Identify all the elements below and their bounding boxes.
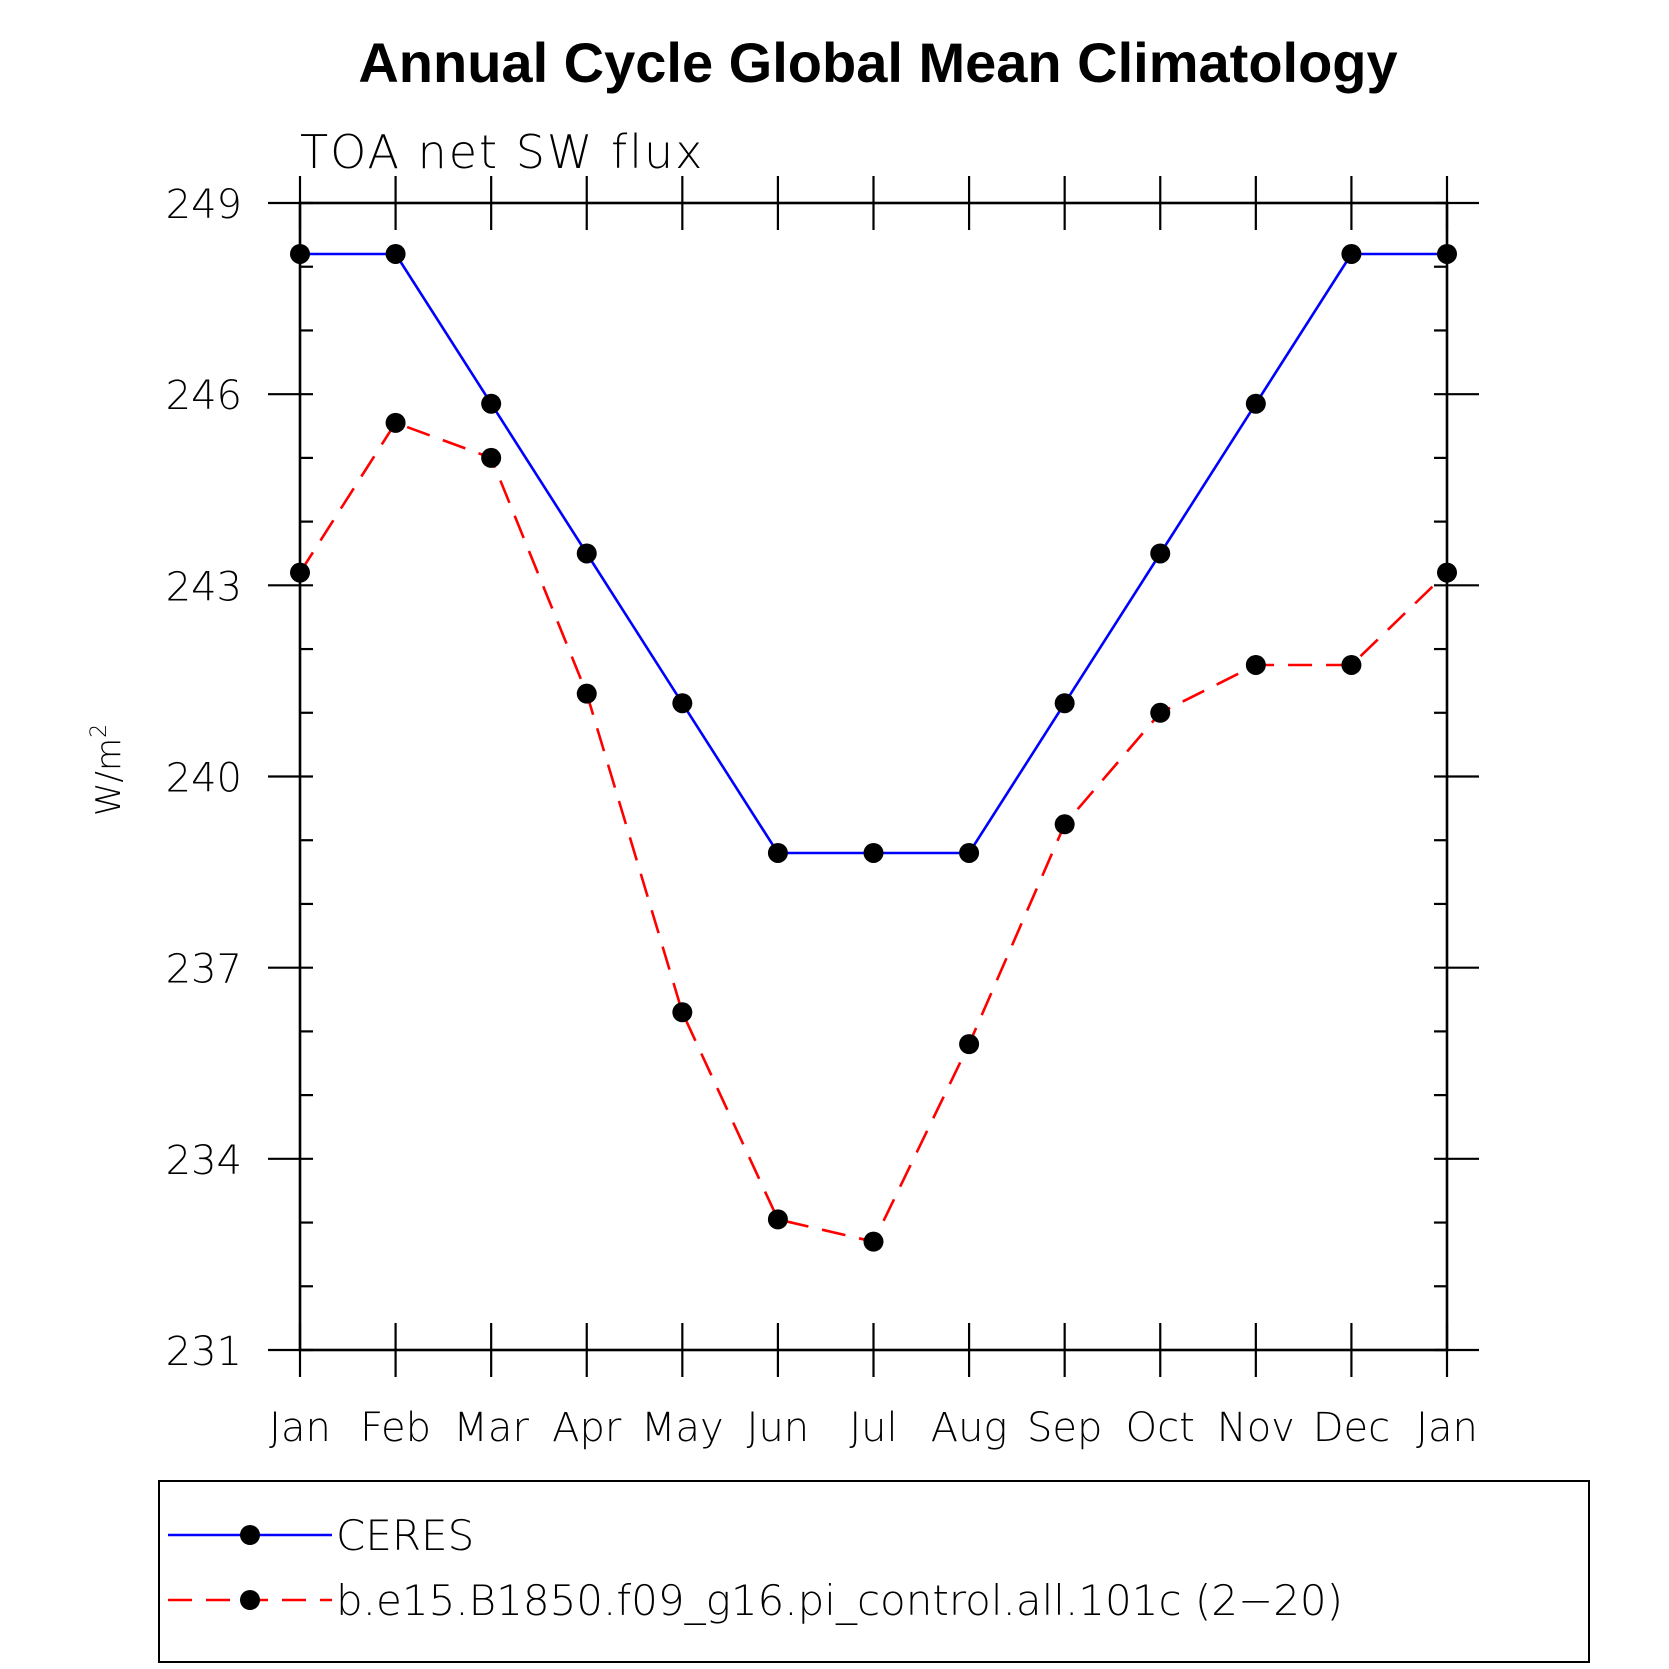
data-point bbox=[1150, 543, 1171, 564]
data-point bbox=[1245, 654, 1266, 675]
data-point bbox=[290, 562, 310, 583]
x-tick-label: Aug bbox=[931, 1405, 1008, 1451]
series-layer bbox=[290, 243, 1457, 1252]
x-tick-label: Jan bbox=[1416, 1405, 1478, 1451]
y-axis-label-superscript: 2 bbox=[87, 724, 112, 738]
data-point bbox=[959, 842, 980, 863]
y-tick-label: 231 bbox=[166, 1329, 242, 1375]
data-point bbox=[959, 1034, 980, 1055]
data-point bbox=[863, 1231, 884, 1252]
data-point bbox=[1245, 393, 1266, 414]
x-tick-label: May bbox=[641, 1405, 724, 1451]
y-tick-label: 249 bbox=[166, 182, 242, 228]
data-point bbox=[672, 1002, 693, 1023]
y-tick-label: 243 bbox=[166, 564, 242, 610]
x-tick-label: Nov bbox=[1217, 1405, 1295, 1451]
y-tick-label: 240 bbox=[166, 756, 242, 802]
data-point bbox=[481, 393, 502, 414]
legend-box bbox=[158, 1480, 1590, 1663]
x-tick-label: Jun bbox=[747, 1405, 810, 1451]
x-tick-label: Oct bbox=[1126, 1405, 1195, 1451]
data-point bbox=[481, 447, 502, 468]
series-1 bbox=[290, 243, 1457, 863]
data-point bbox=[1341, 654, 1362, 675]
series-line bbox=[298, 421, 1448, 1244]
x-tick-label: Feb bbox=[360, 1405, 431, 1451]
data-point bbox=[1054, 693, 1075, 714]
data-point bbox=[385, 243, 406, 264]
x-tick-label: Dec bbox=[1313, 1405, 1390, 1451]
data-point bbox=[1437, 243, 1457, 264]
svg-text:W/m2: W/m2 bbox=[87, 724, 129, 816]
data-point bbox=[1054, 814, 1075, 835]
chart-subtitle: TOA net SW flux bbox=[300, 125, 704, 179]
data-point bbox=[767, 842, 788, 863]
y-axis-label: W/m bbox=[89, 738, 129, 816]
x-tick-label: Sep bbox=[1027, 1405, 1102, 1451]
y-tick-label: 237 bbox=[166, 947, 242, 993]
data-point bbox=[672, 693, 693, 714]
series-line bbox=[300, 252, 1447, 855]
data-point bbox=[863, 842, 884, 863]
x-tick-label: Mar bbox=[453, 1405, 529, 1451]
chart-title: Annual Cycle Global Mean Climatology bbox=[358, 31, 1397, 94]
x-axis-ticks: Jan Feb Mar Apr May Jun Jul Aug Sep Oct Nov Dec Jan bbox=[269, 176, 1478, 1451]
y-tick-label: 246 bbox=[166, 373, 242, 419]
x-tick-label: Apr bbox=[552, 1405, 622, 1451]
data-point bbox=[576, 683, 597, 704]
series-2 bbox=[290, 412, 1457, 1252]
legend-marker bbox=[240, 1590, 260, 1610]
legend-label: b.e15.B1850.f09_g16.pi_control.all.101c … bbox=[336, 1576, 1343, 1625]
y-axis-title: W/m2 bbox=[87, 724, 129, 816]
data-point bbox=[290, 243, 310, 264]
legend-label: CERES bbox=[336, 1511, 474, 1560]
x-tick-label: Jan bbox=[269, 1405, 331, 1451]
legend: CERES b.e15.B1850.f09_g16.pi_control.all.… bbox=[168, 1511, 1343, 1625]
data-point bbox=[385, 412, 406, 433]
data-point bbox=[576, 543, 597, 564]
data-point bbox=[1437, 562, 1457, 583]
legend-marker bbox=[240, 1525, 260, 1545]
x-tick-label: Jul bbox=[849, 1405, 897, 1451]
data-point bbox=[1150, 702, 1171, 723]
data-point bbox=[1341, 243, 1362, 264]
y-tick-label: 234 bbox=[166, 1138, 242, 1184]
y-axis-ticks: 231 234 237 240 243 246 249 bbox=[166, 182, 1479, 1375]
data-point bbox=[767, 1209, 788, 1230]
